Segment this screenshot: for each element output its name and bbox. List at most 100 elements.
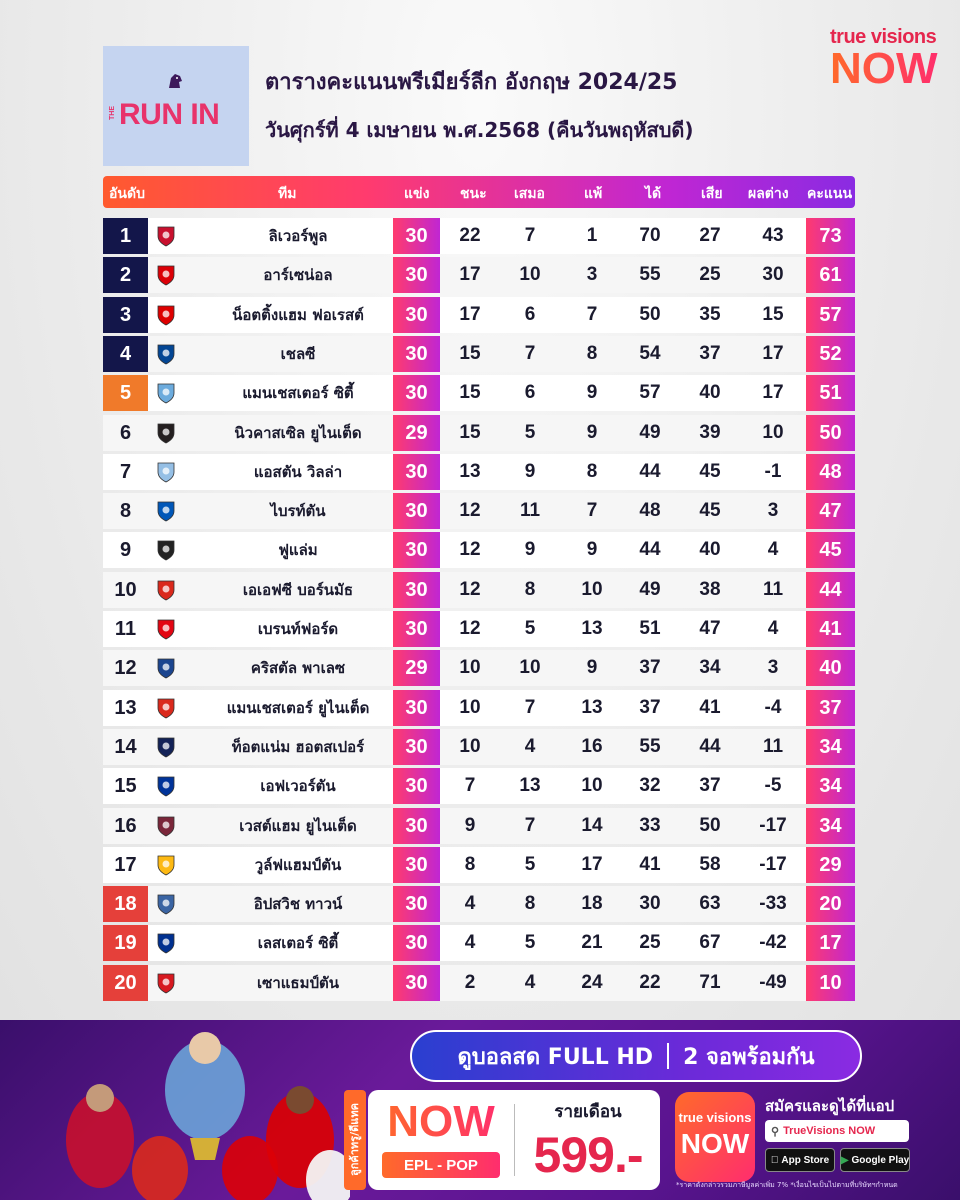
drawn-cell: 8 xyxy=(524,893,536,914)
played-cell: 30 xyxy=(393,847,440,883)
team-name: ท็อตแน่ม ฮอตสเปอร์ xyxy=(231,738,365,756)
app-search-text: TrueVisions NOW xyxy=(783,1125,876,1137)
won-cell: 15 xyxy=(459,382,481,403)
col-pts: คะแนน xyxy=(807,186,853,202)
won-cell: 10 xyxy=(459,736,481,757)
app-store-button[interactable]:  App Store xyxy=(765,1148,835,1172)
played-cell: 30 xyxy=(393,375,440,411)
won-cell: 4 xyxy=(464,893,476,914)
drawn-cell: 11 xyxy=(519,500,541,521)
team-name: เลสเตอร์ ซิตี้ xyxy=(257,934,339,952)
team-name: แมนเชสเตอร์ ซิตี้ xyxy=(242,384,354,402)
brand-truevisions-text: true visions xyxy=(830,26,937,48)
app-search-box[interactable]: ⚲ TrueVisions NOW xyxy=(765,1120,909,1142)
wolves-crest-icon xyxy=(154,853,178,877)
google-play-icon: ▶ xyxy=(840,1154,849,1166)
gf-cell: 55 xyxy=(639,264,661,285)
rank-cell: 2 xyxy=(103,257,148,293)
ga-cell: 44 xyxy=(699,736,721,757)
points-cell: 61 xyxy=(806,257,855,293)
southampton-crest-icon xyxy=(154,971,178,995)
table-row: 12 คริสตัล พาเลซ 29 10 10 9 37 34 3 40 xyxy=(103,650,855,686)
gf-cell: 25 xyxy=(639,932,661,953)
true-dtac-tag: ลูกค้าทรู/ดีแทค xyxy=(344,1090,366,1190)
gf-cell: 55 xyxy=(639,736,661,757)
gd-cell: -17 xyxy=(759,815,787,836)
lost-cell: 14 xyxy=(581,815,603,836)
rank-cell: 3 xyxy=(103,297,148,333)
played-cell: 30 xyxy=(393,808,440,844)
rank-cell: 19 xyxy=(103,925,148,961)
won-cell: 10 xyxy=(459,657,481,678)
played-cell: 30 xyxy=(393,690,440,726)
lost-cell: 13 xyxy=(581,697,603,718)
won-cell: 15 xyxy=(459,422,481,443)
lost-cell: 7 xyxy=(586,500,598,521)
logo-runin-text: RUN IN xyxy=(119,98,220,131)
table-row: 20 เซาแธมป์ตัน 30 2 4 24 22 71 -49 10 xyxy=(103,965,855,1001)
table-row: 1 ลิเวอร์พูล 30 22 7 1 70 27 43 73 xyxy=(103,218,855,254)
ga-cell: 34 xyxy=(699,657,721,678)
ga-cell: 37 xyxy=(699,775,721,796)
newcastle-crest-icon xyxy=(154,421,178,445)
gd-cell: -4 xyxy=(764,697,782,718)
gf-cell: 32 xyxy=(639,775,661,796)
team-name: เอฟเวอร์ตัน xyxy=(260,777,336,795)
lost-cell: 13 xyxy=(581,618,603,639)
table-row: 6 นิวคาสเซิล ยูไนเต็ด 29 15 5 9 49 39 10 50 xyxy=(103,415,855,451)
monthly-label: รายเดือน xyxy=(554,1102,622,1122)
gf-cell: 54 xyxy=(639,343,661,364)
won-cell: 13 xyxy=(459,461,481,482)
col-ga: เสีย xyxy=(701,186,723,202)
points-cell: 40 xyxy=(806,650,855,686)
gd-cell: 10 xyxy=(762,422,784,443)
played-cell: 30 xyxy=(393,768,440,804)
played-cell: 30 xyxy=(393,532,440,568)
col-gf: ได้ xyxy=(645,186,662,202)
won-cell: 10 xyxy=(459,697,481,718)
played-cell: 30 xyxy=(393,493,440,529)
played-cell: 30 xyxy=(393,729,440,765)
drawn-cell: 9 xyxy=(524,539,536,560)
gf-cell: 49 xyxy=(639,579,661,600)
tottenham-crest-icon xyxy=(154,735,178,759)
drawn-cell: 5 xyxy=(524,932,536,953)
points-cell: 20 xyxy=(806,886,855,922)
col-won: ชนะ xyxy=(460,186,487,202)
brand-now-text: NOW xyxy=(830,47,940,91)
rank-cell: 18 xyxy=(103,886,148,922)
the-run-in-logo: THE RUN IN xyxy=(103,46,249,166)
google-play-button[interactable]: ▶ Google Play xyxy=(840,1148,910,1172)
gf-cell: 37 xyxy=(639,657,661,678)
table-row: 13 แมนเชสเตอร์ ยูไนเต็ด 30 10 7 13 37 41 -4 37 xyxy=(103,690,855,726)
lost-cell: 9 xyxy=(586,382,598,403)
table-row: 14 ท็อตแน่ม ฮอตสเปอร์ 30 10 4 16 55 44 11 34 xyxy=(103,729,855,765)
lost-cell: 18 xyxy=(581,893,603,914)
won-cell: 9 xyxy=(464,815,476,836)
played-cell: 30 xyxy=(393,925,440,961)
lost-cell: 8 xyxy=(586,461,598,482)
won-cell: 8 xyxy=(464,854,476,875)
points-cell: 57 xyxy=(806,297,855,333)
price-card[interactable]: NOW EPL - POP รายเดือน 599.- xyxy=(368,1090,660,1190)
rank-cell: 5 xyxy=(103,375,148,411)
rank-cell: 6 xyxy=(119,421,132,444)
gd-cell: 4 xyxy=(767,618,779,639)
ga-cell: 58 xyxy=(699,854,721,875)
rank-cell: 4 xyxy=(103,336,148,372)
truevisions-now-app-icon[interactable]: true visions NOW xyxy=(675,1092,755,1182)
table-row: 3 น็อตติ้งแฮม ฟอเรสต์ 30 17 6 7 50 35 15 57 xyxy=(103,297,855,333)
gd-cell: 3 xyxy=(767,500,779,521)
played-cell: 30 xyxy=(393,336,440,372)
promo-two-screens: 2 จอพร้อมกัน xyxy=(683,1044,815,1070)
drawn-cell: 7 xyxy=(524,343,536,364)
package-name: EPL - POP xyxy=(382,1152,500,1178)
logo-the-text: THE xyxy=(109,106,116,120)
team-name: เวสต์แฮม ยูไนเต็ด xyxy=(239,817,357,835)
lost-cell: 9 xyxy=(586,539,598,560)
gd-cell: 4 xyxy=(767,539,779,560)
team-name: ฟูแล่ม xyxy=(278,541,318,559)
gd-cell: 11 xyxy=(762,579,784,600)
drawn-cell: 6 xyxy=(524,382,536,403)
table-row: 18 อิปสวิช ทาวน์ 30 4 8 18 30 63 -33 20 xyxy=(103,886,855,922)
